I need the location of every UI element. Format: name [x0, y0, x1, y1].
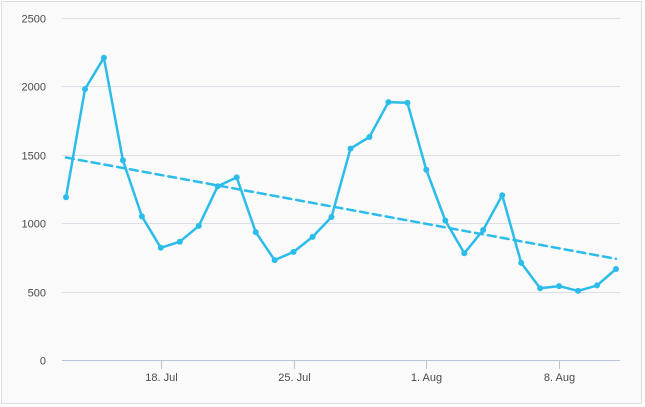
data-point: [366, 134, 373, 140]
y-tick-label: 1000: [22, 219, 46, 231]
data-point: [63, 194, 69, 201]
grid-lines: [62, 18, 620, 361]
y-tick-label: 2000: [22, 82, 46, 94]
x-tick-label: 1. Aug: [411, 372, 442, 384]
y-tick-label: 1500: [22, 151, 46, 163]
x-tick-label: 25. Jul: [278, 372, 310, 384]
data-point: [176, 238, 183, 245]
data-point: [195, 222, 202, 229]
data-point: [100, 54, 107, 61]
data-point: [499, 192, 506, 199]
data-point: [290, 248, 297, 255]
series-line: [64, 56, 618, 293]
data-point: [480, 227, 487, 233]
series: [63, 54, 619, 294]
x-tick-label: 8. Aug: [544, 372, 575, 384]
data-point: [442, 217, 449, 224]
data-point: [157, 244, 164, 251]
data-point: [594, 282, 600, 289]
trend-line: [64, 156, 618, 261]
data-point: [252, 229, 259, 236]
data-point: [119, 157, 126, 164]
data-point: [518, 259, 525, 266]
data-point: [404, 99, 411, 106]
axes: 0 500 1000 1500 2000 2500 18. Jul 25. Jul 1. Aug…: [22, 14, 576, 385]
data-point: [556, 283, 563, 290]
data-point: [385, 99, 392, 106]
data-point: [309, 233, 316, 240]
data-point: [233, 174, 240, 181]
y-tick-label: 2500: [22, 14, 46, 26]
data-point: [461, 250, 468, 257]
data-point: [575, 287, 582, 294]
x-tick-label: 18. Jul: [145, 372, 177, 384]
data-point: [537, 285, 544, 292]
data-point: [271, 257, 278, 264]
data-point: [82, 86, 88, 93]
data-point: [423, 166, 430, 173]
y-tick-label: 0: [40, 356, 46, 368]
data-point: [613, 266, 619, 272]
y-tick-label: 500: [28, 288, 46, 300]
data-point: [138, 213, 145, 220]
data-point: [347, 145, 354, 152]
data-point: [328, 214, 335, 220]
